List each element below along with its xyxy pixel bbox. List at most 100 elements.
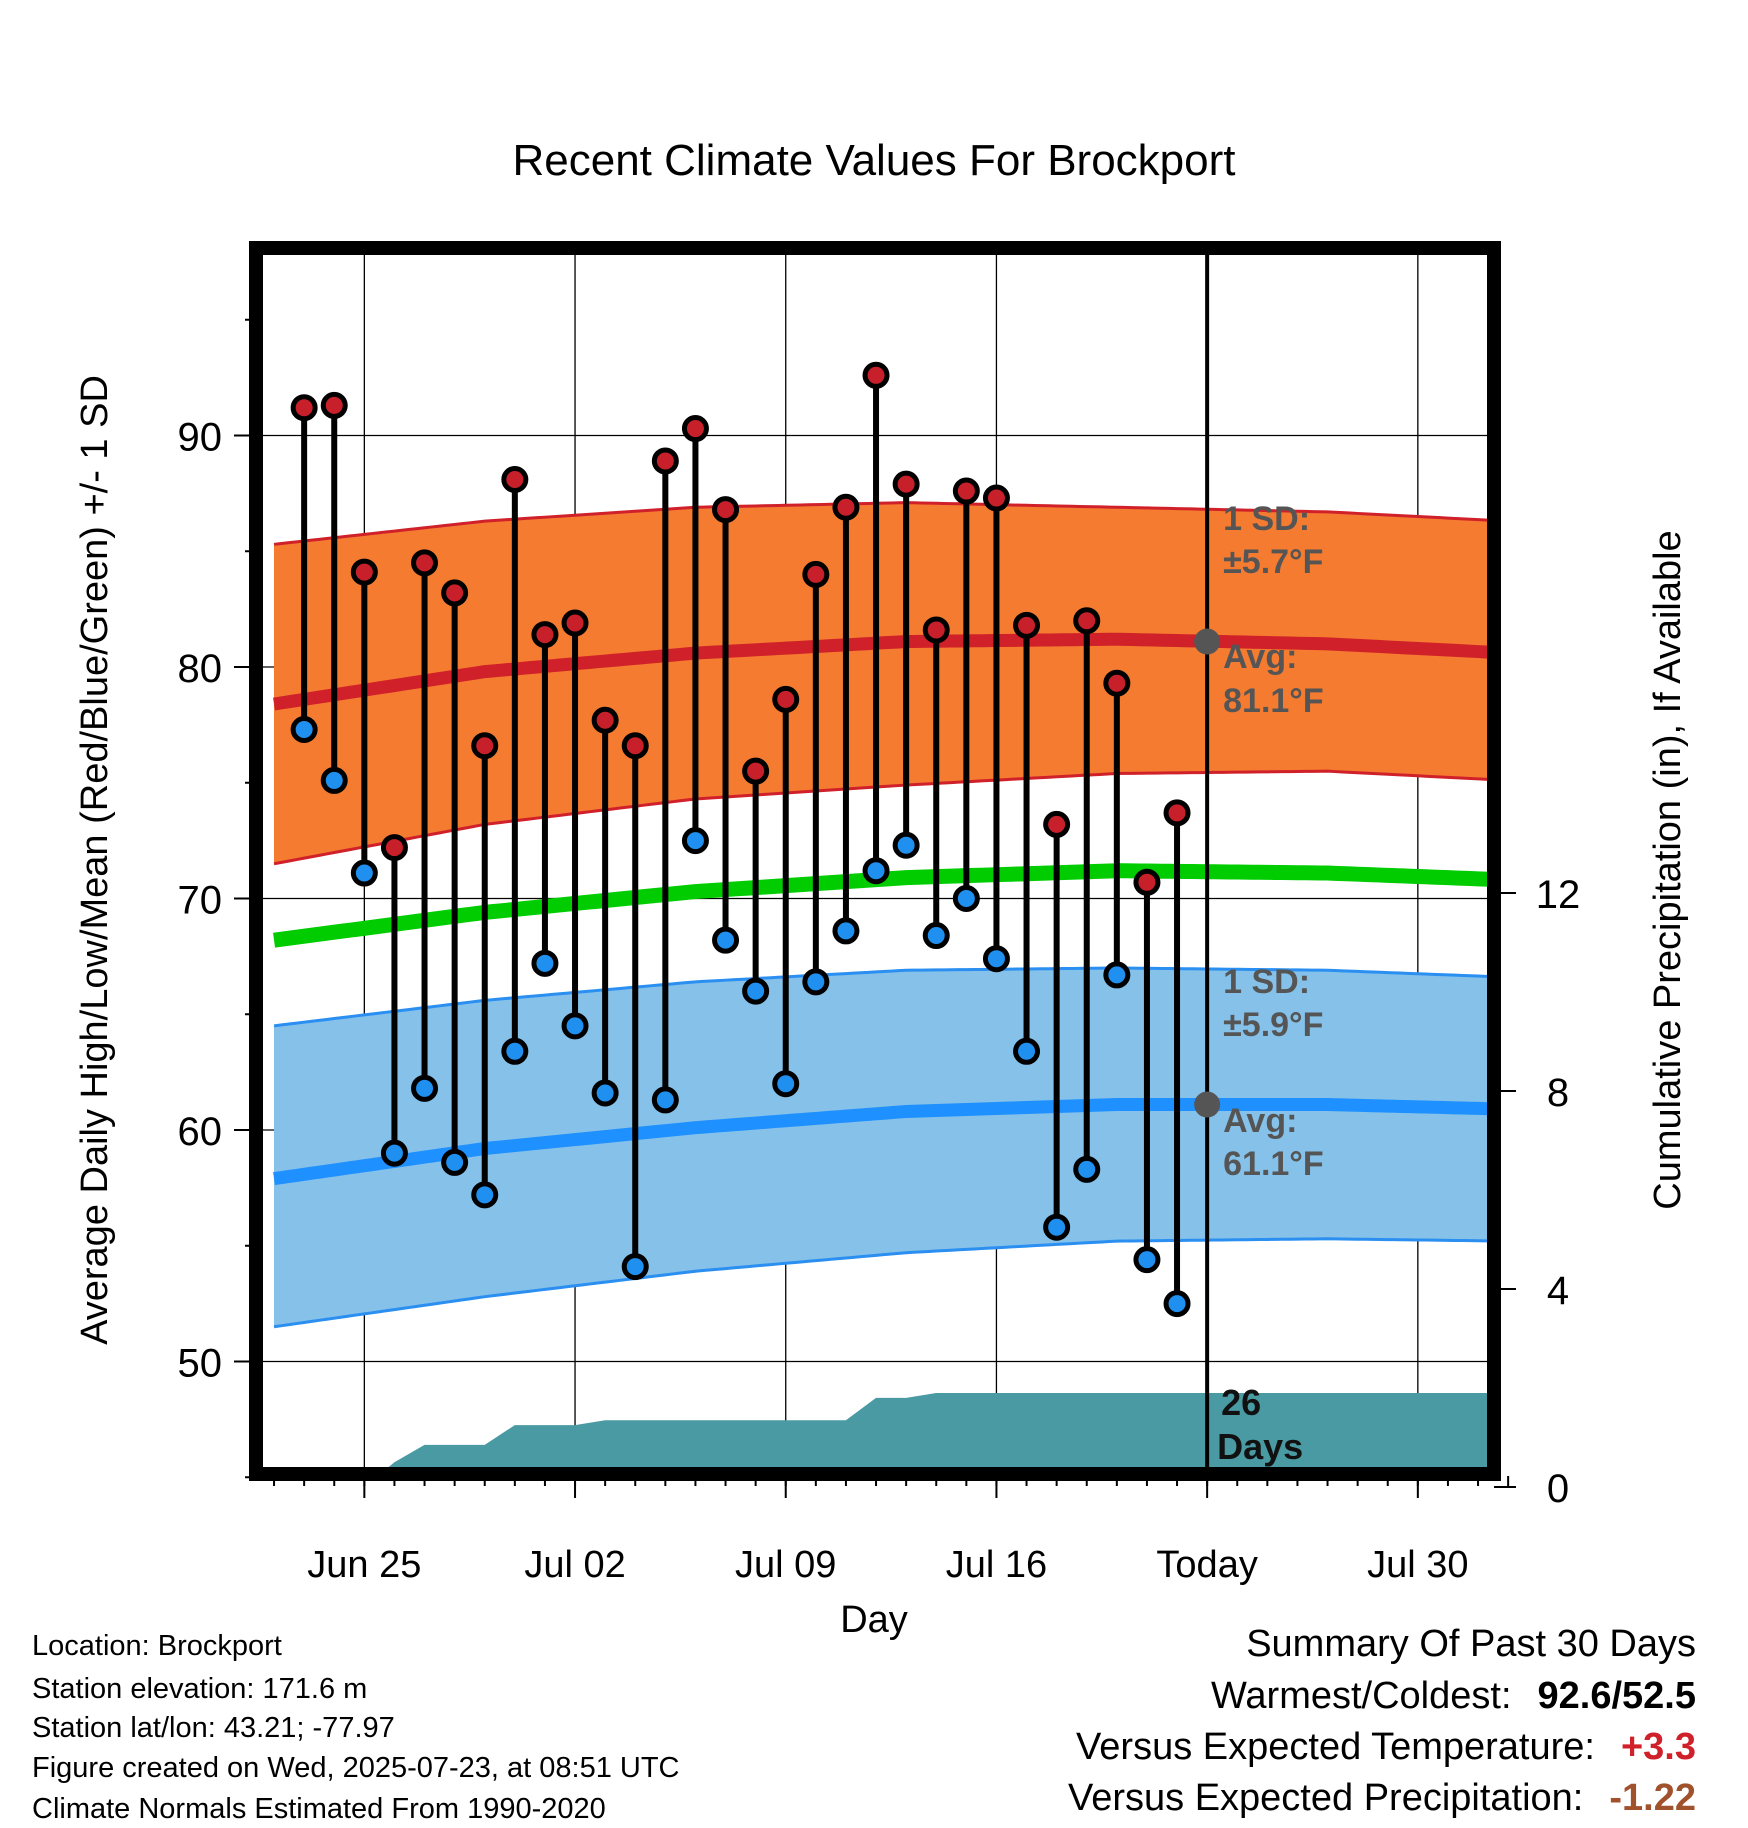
x-tick-label: Jul 30: [1367, 1544, 1468, 1586]
high-temp-point: [411, 549, 439, 577]
high-temp-point: [531, 621, 559, 649]
low-temp-point: [712, 926, 740, 954]
footer-created: Figure created on Wed, 2025-07-23, at 08…: [32, 1752, 680, 1784]
high-temp-point: [471, 732, 499, 760]
warm-cold-value: 92.6/52.5: [1537, 1675, 1696, 1717]
y2-tick-label: 4: [1547, 1269, 1569, 1313]
high-temp-point: [922, 616, 950, 644]
high-temp-point: [681, 415, 709, 443]
footer-elevation: Station elevation: 171.6 m: [32, 1673, 368, 1705]
precip-label: Versus Expected Precipitation:: [1067, 1777, 1584, 1819]
y2-tick-label: 0: [1547, 1467, 1569, 1511]
high-sd-label: 1 SD:: [1223, 500, 1310, 538]
y-tick-label: 80: [178, 647, 223, 691]
low-temp-point: [1133, 1246, 1161, 1274]
high-temp-point: [802, 560, 830, 588]
x-tick-label: Jul 16: [946, 1544, 1047, 1586]
y-axis-label: Average Daily High/Low/Mean (Red/Blue/Gr…: [74, 375, 116, 1345]
low-sd-value: ±5.9°F: [1223, 1006, 1323, 1044]
high-temp-point: [651, 447, 679, 475]
low-temp-point: [982, 945, 1010, 973]
low-temp-point: [531, 949, 559, 977]
y-tick-label: 60: [178, 1110, 223, 1154]
high-temp-point: [1073, 607, 1101, 635]
high-temp-point: [350, 558, 378, 586]
days-number: 26: [1221, 1382, 1261, 1423]
low-temp-point: [892, 831, 920, 859]
y2-axis-label: Cumulative Precipitation (in), If Availa…: [1647, 530, 1689, 1209]
high-avg-label: Avg:: [1223, 638, 1297, 676]
high-temp-point: [982, 484, 1010, 512]
low-temp-point: [742, 977, 770, 1005]
avg-mean-line: [273, 863, 1488, 948]
summary-temperature: Versus Expected Temperature: +3.3: [1076, 1728, 1696, 1766]
low-temp-point: [320, 766, 348, 794]
x-axis-label: Day: [840, 1599, 908, 1641]
y2-tick-label: 8: [1547, 1071, 1569, 1115]
footer-location: Location: Brockport: [32, 1630, 282, 1662]
today-high-avg-dot: [1194, 628, 1221, 655]
high-temp-point: [952, 477, 980, 505]
high-sd-value: ±5.7°F: [1223, 543, 1323, 581]
low-temp-point: [380, 1139, 408, 1167]
low-temp-point: [952, 885, 980, 912]
high-temp-point: [1043, 810, 1071, 838]
low-temp-point: [501, 1037, 529, 1065]
temp-label: Versus Expected Temperature:: [1076, 1726, 1595, 1768]
low-sd-band-upper-edge: [273, 966, 1488, 1028]
summary-title-text: Summary Of Past 30 Days: [1246, 1623, 1696, 1665]
normal-bands: [273, 501, 1488, 1329]
high-temp-point: [501, 465, 529, 493]
low-temp-point: [411, 1074, 439, 1102]
low-temp-point: [1103, 961, 1131, 989]
high-sd-band-upper-edge: [273, 501, 1488, 546]
low-temp-point: [621, 1253, 649, 1281]
low-temp-point: [290, 716, 318, 744]
band-annotations: 1 SD: ±5.7°F Avg: 81.1°F 1 SD: ±5.9°F Avg: 61.1…: [1217, 500, 1324, 1467]
low-avg-label: Avg:: [1223, 1102, 1297, 1140]
low-temp-point: [832, 917, 860, 945]
today-marker: [1194, 254, 1221, 1468]
high-temp-point: [892, 470, 920, 498]
low-temp-point: [1043, 1213, 1071, 1241]
low-temp-point: [802, 968, 830, 996]
low-temp-point: [441, 1148, 469, 1176]
low-temp-point: [862, 857, 890, 885]
low-temp-point: [591, 1079, 619, 1107]
low-avg-value: 61.1°F: [1223, 1145, 1324, 1183]
x-tick-label: Jul 09: [735, 1544, 836, 1586]
high-temp-point: [290, 394, 318, 422]
low-sd-label: 1 SD:: [1223, 963, 1310, 1001]
low-temp-point: [1163, 1290, 1191, 1318]
low-temp-point: [681, 827, 709, 855]
high-temp-point: [712, 496, 740, 524]
high-temp-point: [862, 361, 890, 389]
footer-latlon: Station lat/lon: 43.21; -77.97: [32, 1712, 395, 1744]
y2-tick-label: 12: [1536, 873, 1581, 917]
x-tick-label: Jul 02: [524, 1544, 625, 1586]
low-temp-point: [651, 1086, 679, 1114]
days-label: Days: [1217, 1426, 1303, 1467]
plot-frame: [249, 241, 1501, 1481]
low-temp-point: [1013, 1037, 1041, 1065]
high-avg-value: 81.1°F: [1223, 682, 1324, 720]
low-temp-point: [922, 922, 950, 950]
low-temp-point: [471, 1181, 499, 1209]
low-temp-point: [350, 859, 378, 887]
footer-normals: Climate Normals Estimated From 1990-2020: [32, 1793, 606, 1825]
summary-precipitation: Versus Expected Precipitation: -1.22: [1068, 1779, 1696, 1817]
high-temp-point: [561, 609, 589, 637]
high-temp-point: [1133, 868, 1161, 896]
avg-low-line: [273, 1098, 1488, 1186]
chart-title: Recent Climate Values For Brockport: [512, 136, 1235, 185]
high-temp-point: [441, 579, 469, 607]
summary-title: Summary Of Past 30 Days: [1246, 1625, 1696, 1663]
high-temp-point: [1163, 799, 1191, 827]
high-temp-point: [742, 757, 770, 785]
avg-high-line: [273, 632, 1488, 711]
high-temp-point: [591, 706, 619, 734]
low-sd-band: [274, 968, 1488, 1327]
precip-value: -1.22: [1609, 1777, 1696, 1819]
